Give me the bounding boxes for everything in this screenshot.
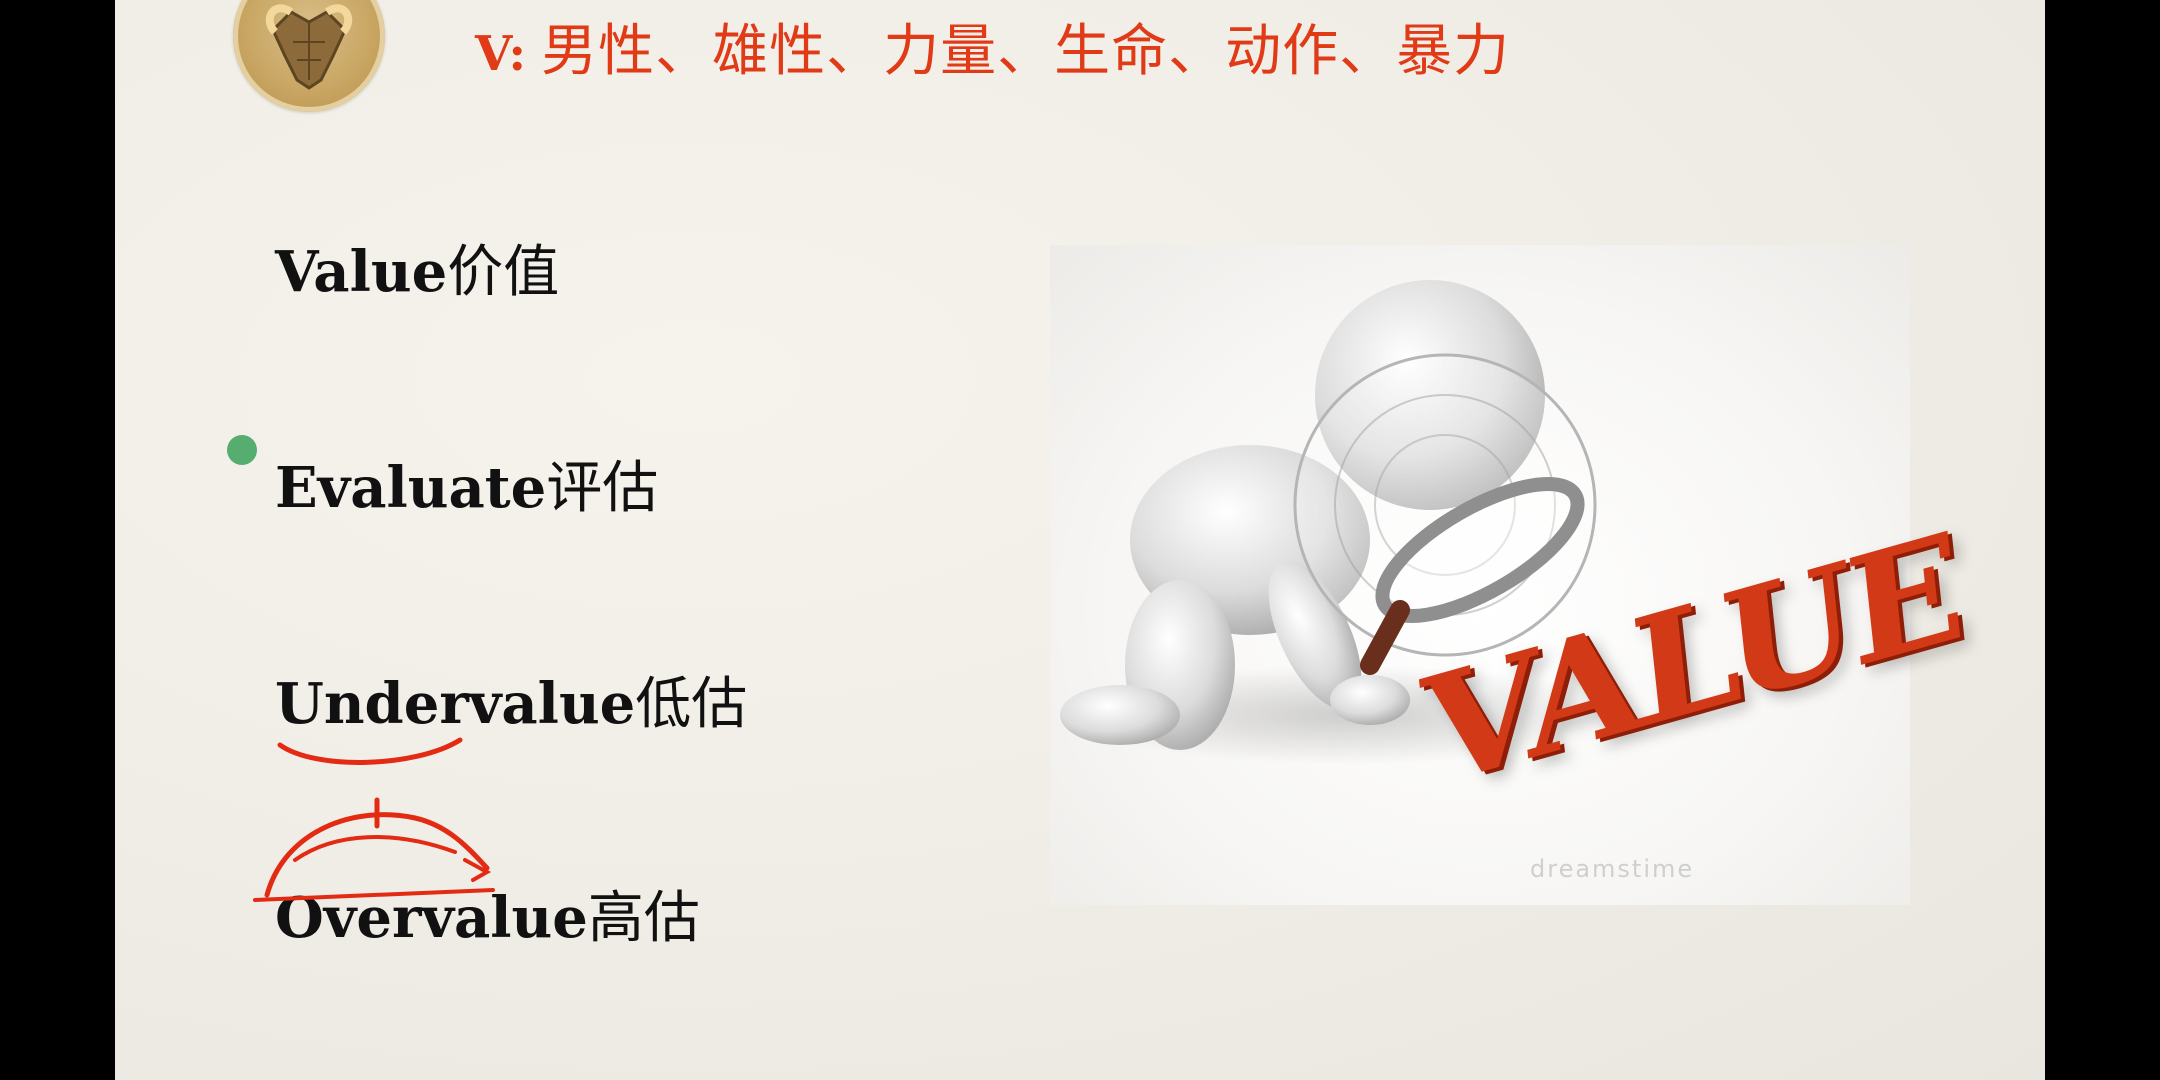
term-english: Evaluate — [275, 455, 547, 521]
term-overvalue: Overvalue高估 — [275, 878, 700, 958]
term-english: Undervalue — [275, 671, 636, 737]
term-chinese: 评估 — [546, 456, 659, 521]
term-value: Value价值 — [275, 232, 559, 312]
magnifier-handle — [1360, 600, 1410, 675]
figure-arm — [1268, 561, 1362, 709]
watermark: dreamstime — [1530, 855, 1695, 883]
slide-title: V: 男性、雄性、力量、生命、动作、暴力 — [475, 14, 1510, 90]
over-inner-arc-annotation — [293, 835, 457, 862]
figure-head — [1315, 280, 1545, 510]
over-arrow-annotation — [463, 858, 492, 882]
term-chinese: 价值 — [447, 240, 560, 305]
title-text: 男性、雄性、力量、生命、动作、暴力 — [541, 19, 1511, 84]
term-chinese: 高估 — [587, 886, 700, 951]
term-english: Overvalue — [275, 885, 588, 951]
figure-foot — [1060, 685, 1180, 745]
ram-head-icon — [233, 0, 385, 112]
term-evaluate: Evaluate评估 — [275, 448, 658, 528]
term-undervalue: Undervalue低估 — [275, 664, 747, 744]
slide: V: 男性、雄性、力量、生命、动作、暴力 Value价值 Evaluate评估 U… — [115, 0, 2045, 1080]
term-english: Value — [275, 239, 448, 305]
figure-hand — [1330, 675, 1410, 725]
pointer-dot — [227, 435, 257, 465]
term-chinese: 低估 — [635, 672, 748, 737]
magnifier-rim — [1375, 477, 1585, 623]
value-illustration: VALUE dreamstime — [1050, 245, 1966, 905]
title-lead: V: — [475, 26, 528, 82]
